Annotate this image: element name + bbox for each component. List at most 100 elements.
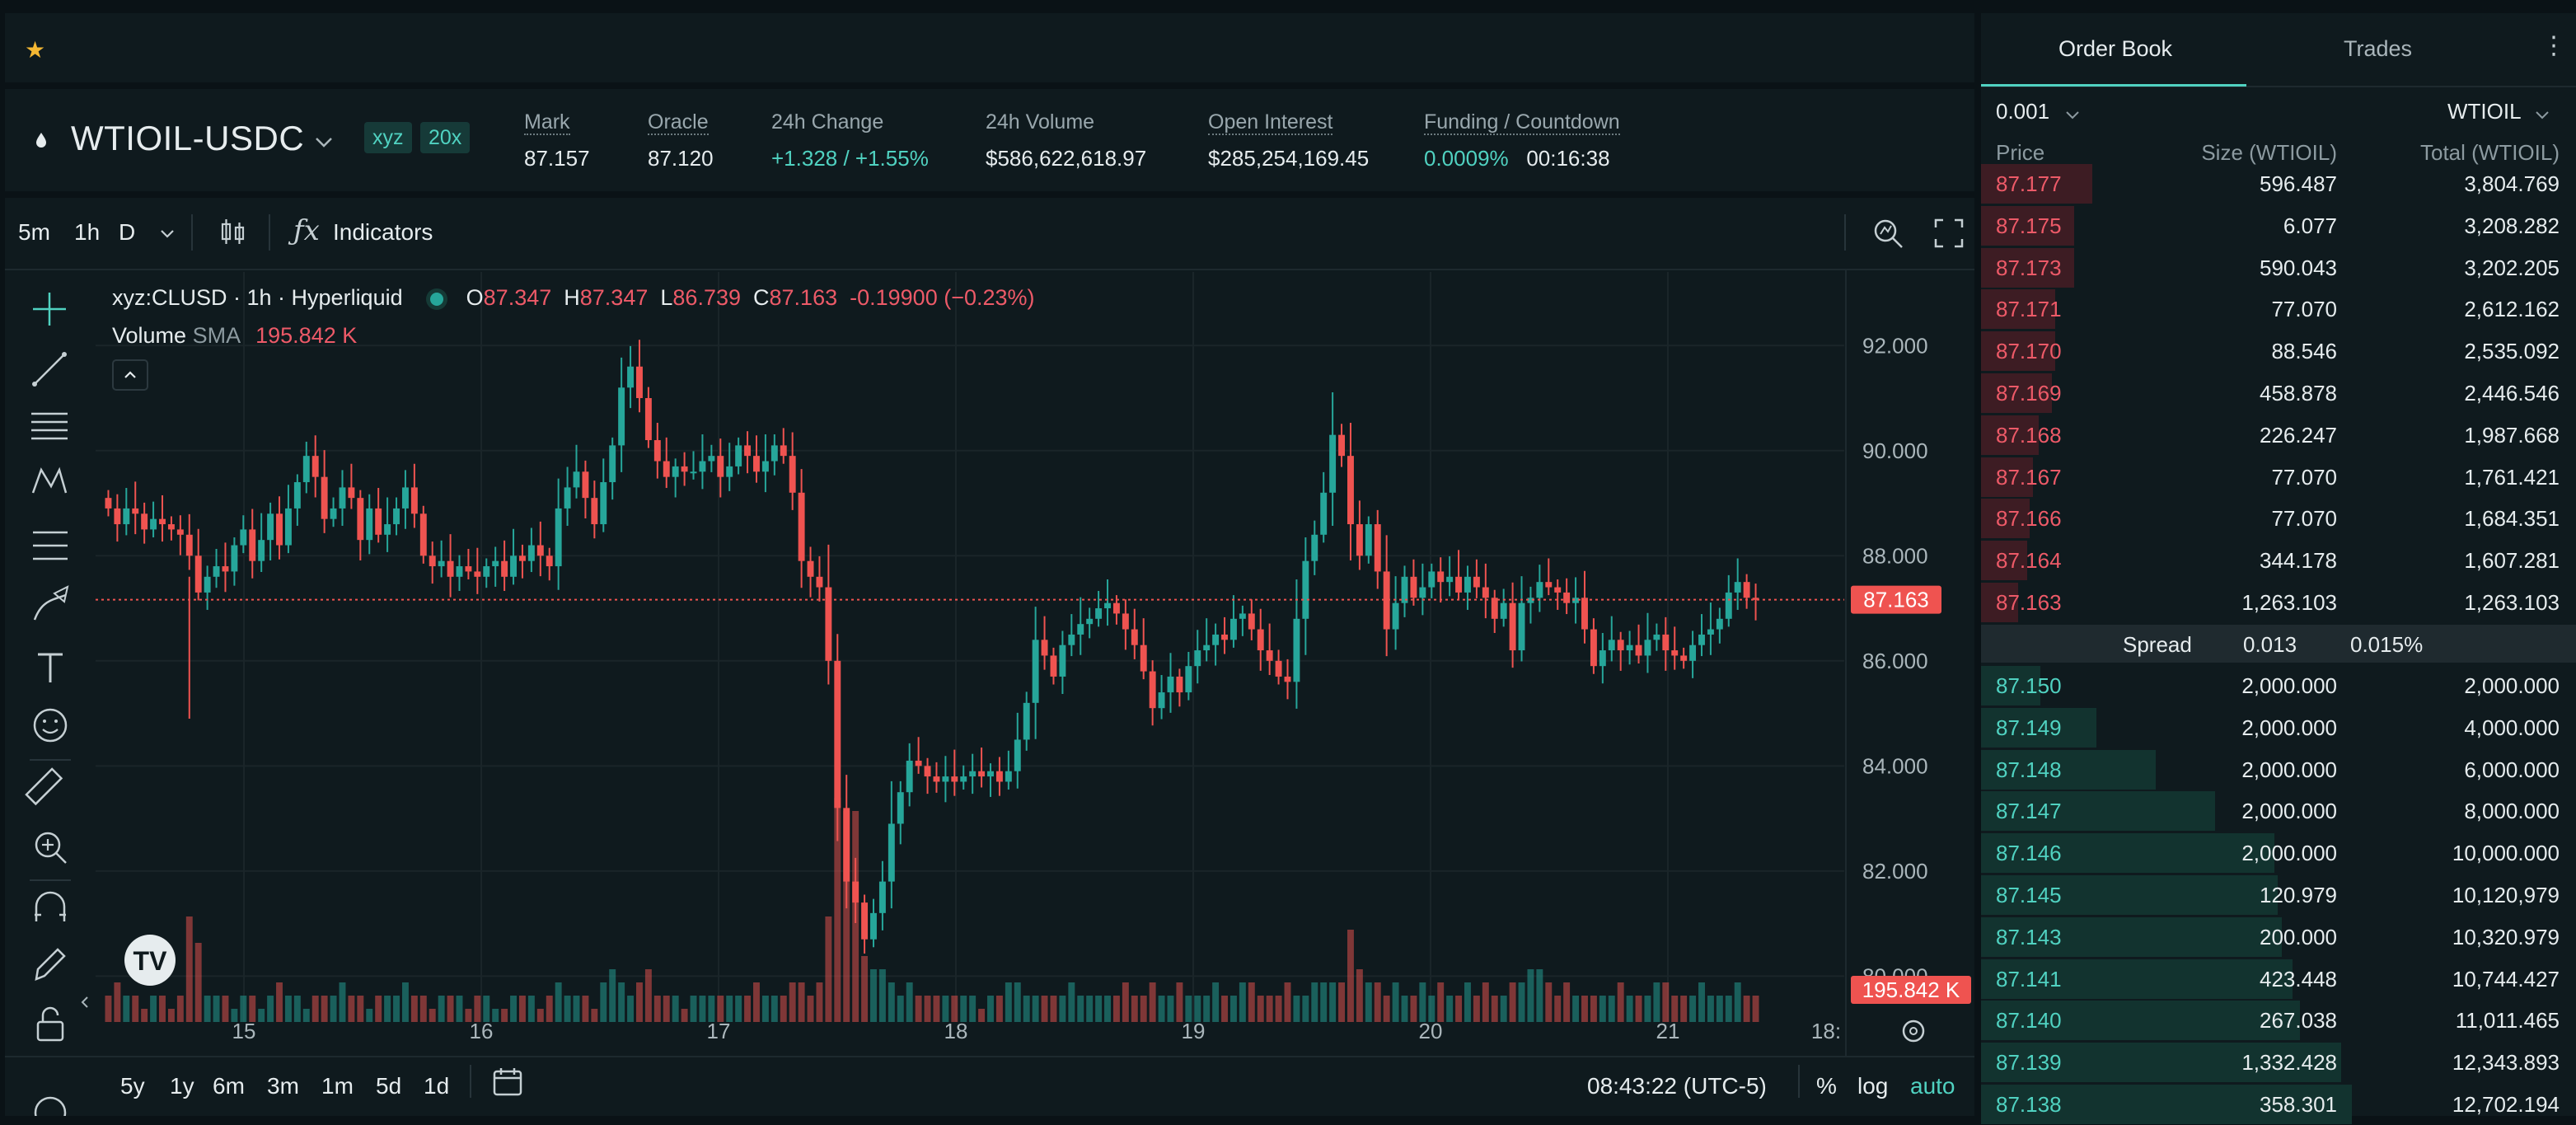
volume-bar [878,969,886,1022]
fullscreen-icon[interactable] [1933,218,1965,249]
candle [717,438,724,498]
ask-row[interactable]: 87.171 77.070 2,612.162 [1981,288,2576,330]
chevron-down-icon[interactable] [2063,105,2082,124]
candle [1455,550,1463,601]
candle [735,437,742,475]
range-1m[interactable]: 1m [321,1073,354,1099]
candle [357,490,364,561]
range-1d[interactable]: 1d [424,1073,450,1099]
candle [600,458,607,532]
active-tab-indicator [1981,84,2246,87]
range-5y[interactable]: 5y [120,1073,145,1099]
last-volume-badge [1851,976,1971,1004]
tab-trades[interactable]: Trades [2344,36,2413,61]
zoom-search-icon[interactable] [1871,216,1905,251]
bid-row[interactable]: 87.146 2,000.000 10,000.000 [1981,832,2576,874]
volume-bar [1536,969,1543,1022]
candle [834,634,841,841]
collapse-legend-button[interactable] [112,359,148,391]
volume-bar [1338,982,1345,1022]
ask-row[interactable]: 87.166 77.070 1,684.351 [1981,498,2576,539]
bid-row[interactable]: 87.143 200.000 10,320.979 [1981,916,2576,958]
bid-row[interactable]: 87.150 2,000.000 2,000.000 [1981,665,2576,706]
timeframe-d[interactable]: D [119,219,136,245]
tick-size-select[interactable]: 0.001 [1996,99,2050,124]
ask-row[interactable]: 87.164 344.178 1,607.281 [1981,540,2576,581]
bid-row[interactable]: 87.141 423.448 10,744.427 [1981,959,2576,1000]
fib-icon[interactable] [33,531,68,560]
chevron-down-icon[interactable] [311,130,336,155]
bid-row[interactable]: 87.140 267.038 11,011.465 [1981,1000,2576,1041]
chevron-down-icon[interactable] [2533,105,2551,124]
row-total: 3,202.205 [2464,255,2560,280]
row-total: 1,987.668 [2464,422,2560,448]
zoom-in-icon[interactable] [35,832,67,864]
ask-row[interactable]: 87.163 1,263.103 1,263.103 [1981,582,2576,623]
ask-row[interactable]: 87.170 88.546 2,535.092 [1981,330,2576,372]
row-total: 1,607.281 [2464,548,2560,574]
x-tick-label: 16 [470,1019,494,1043]
ask-row[interactable]: 87.175 6.077 3,208.282 [1981,205,2576,246]
volume-bar [582,996,589,1022]
timeframe-5m[interactable]: 5m [18,219,50,245]
magnet-icon[interactable] [35,891,66,921]
candlestick-type-icon[interactable] [218,216,247,249]
volume-bar [969,996,977,1022]
candle [978,748,986,788]
bid-row[interactable]: 87.147 2,000.000 8,000.000 [1981,790,2576,832]
row-size: 2,000.000 [2241,799,2337,824]
volume-bar [429,1009,436,1022]
candle [1527,586,1534,624]
row-size: 1,263.103 [2241,590,2337,615]
pattern-icon[interactable] [31,466,68,494]
bid-row[interactable]: 87.139 1,332.428 12,343.893 [1981,1042,2576,1083]
pencil-lock-icon[interactable] [35,948,66,981]
bid-row[interactable]: 87.145 120.979 10,120,979 [1981,874,2576,916]
market-symbol[interactable]: WTIOIL-USDC [71,119,305,157]
percent-scale-toggle[interactable]: % [1816,1073,1837,1099]
range-1y[interactable]: 1y [170,1073,194,1099]
ask-row[interactable]: 87.169 458.878 2,446.546 [1981,373,2576,414]
ruler-icon[interactable] [25,767,63,806]
ask-row[interactable]: 87.177 596.487 3,804.769 [1981,163,2576,204]
volume-bar [501,1009,508,1022]
ask-row[interactable]: 87.168 226.247 1,987.668 [1981,415,2576,456]
horizontal-lines-icon[interactable] [31,412,68,440]
ask-row[interactable]: 87.173 590.043 3,202.205 [1981,247,2576,288]
range-6m[interactable]: 6m [213,1073,245,1099]
indicators-button[interactable]: Indicators [333,219,433,245]
star-icon[interactable]: ★ [25,37,46,63]
calendar-range-icon[interactable] [491,1066,524,1098]
chart-clock[interactable]: 08:43:22 (UTC-5) [1587,1073,1767,1099]
crosshair-icon[interactable] [33,293,66,326]
chart-canvas[interactable]: 92.00090.00088.00086.00084.00082.00080.0… [5,198,1974,1116]
text-icon[interactable] [38,653,63,682]
emoji-icon[interactable] [33,708,68,743]
candle [267,502,274,561]
range-3m[interactable]: 3m [267,1073,299,1099]
tab-order-book[interactable]: Order Book [2058,36,2173,61]
bid-row[interactable]: 87.138 358.301 12,702.194 [1981,1084,2576,1125]
chevron-down-icon[interactable] [158,224,176,242]
range-5d[interactable]: 5d [376,1073,402,1099]
lock-icon[interactable] [36,1006,64,1042]
volume-legend: Volume SMA 195.842 K [112,323,357,349]
log-scale-toggle[interactable]: log [1857,1073,1889,1099]
unit-select[interactable]: WTIOIL [2447,99,2522,124]
trend-line-icon[interactable] [32,352,67,387]
settings-gear-icon[interactable] [1902,1020,1925,1043]
timeframe-1h[interactable]: 1h [74,219,101,245]
row-size: 2,000.000 [2241,673,2337,698]
candle [276,496,283,560]
scroll-left-icon[interactable] [81,996,88,1008]
brush-icon[interactable] [33,585,69,621]
auto-scale-toggle[interactable]: auto [1910,1073,1955,1099]
bid-row[interactable]: 87.149 2,000.000 4,000.000 [1981,707,2576,748]
volume-bar [870,969,877,1022]
eye-icon[interactable] [34,1096,67,1116]
bid-row[interactable]: 87.148 2,000.000 6,000.000 [1981,749,2576,790]
ask-row[interactable]: 87.167 77.070 1,761.421 [1981,457,2576,498]
volume-bar [1554,996,1562,1022]
more-menu-icon[interactable]: ⋮ [2541,32,2566,59]
row-price: 87.141 [1996,966,2062,991]
